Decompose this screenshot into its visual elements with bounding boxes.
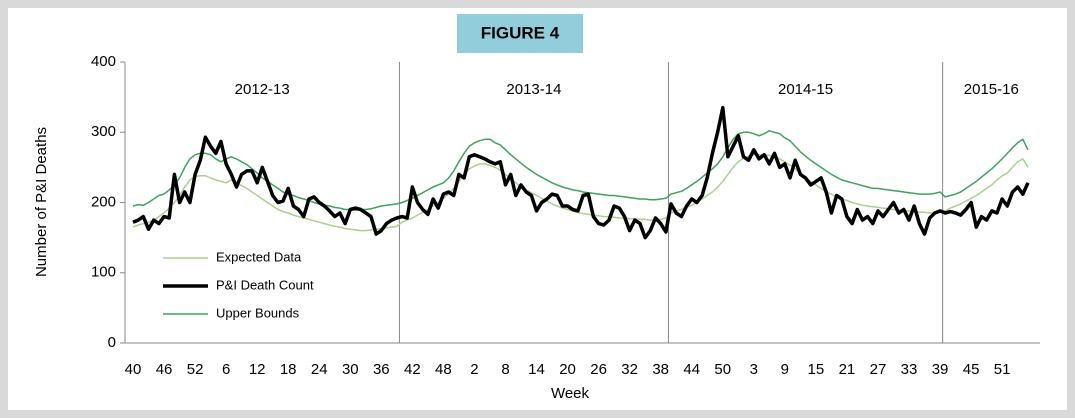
y-tick-label: 200 — [91, 193, 116, 210]
x-tick-label: 32 — [621, 361, 638, 378]
x-tick-label: 33 — [901, 361, 918, 378]
title-box — [457, 14, 583, 53]
x-tick-label: 30 — [342, 361, 359, 378]
x-tick-label: 51 — [994, 361, 1011, 378]
y-tick-label: 0 — [108, 334, 116, 351]
legend-label: Upper Bounds — [216, 305, 300, 320]
series-line — [132, 130, 1029, 211]
x-tick-label: 48 — [435, 361, 452, 378]
x-tick-label: 2 — [470, 361, 478, 378]
x-tick-label: 9 — [781, 361, 789, 378]
x-axis-label: Week — [551, 385, 590, 402]
x-tick-label: 45 — [963, 361, 980, 378]
x-tick-label: 52 — [187, 361, 204, 378]
chart-title: FIGURE 4 — [481, 23, 560, 42]
series-line — [132, 153, 1029, 232]
x-tick-label: 46 — [156, 361, 173, 378]
season-label: 2012-13 — [235, 81, 290, 98]
x-tick-label: 6 — [222, 361, 230, 378]
x-tick-label: 12 — [249, 361, 266, 378]
x-tick-label: 24 — [311, 361, 328, 378]
x-tick-label: 42 — [404, 361, 421, 378]
x-tick-label: 20 — [559, 361, 576, 378]
x-tick-label: 3 — [750, 361, 758, 378]
x-tick-label: 40 — [125, 361, 142, 378]
x-tick-label: 8 — [501, 361, 509, 378]
x-tick-label: 27 — [870, 361, 887, 378]
x-tick-label: 38 — [652, 361, 669, 378]
season-label: 2013-14 — [506, 81, 561, 98]
x-tick-label: 39 — [932, 361, 949, 378]
y-tick-label: 100 — [91, 264, 116, 281]
legend-label: P&I Death Count — [216, 277, 314, 292]
y-tick-label: 400 — [91, 53, 116, 70]
x-tick-label: 18 — [280, 361, 297, 378]
x-tick-label: 50 — [714, 361, 731, 378]
x-tick-label: 36 — [373, 361, 390, 378]
y-tick-label: 300 — [91, 123, 116, 140]
y-axis-label: Number of P&I Deaths — [33, 127, 50, 277]
season-label: 2014-15 — [778, 81, 833, 98]
x-tick-label: 44 — [683, 361, 700, 378]
x-tick-label: 15 — [808, 361, 825, 378]
legend-label: Expected Data — [216, 249, 302, 264]
x-tick-label: 26 — [590, 361, 607, 378]
x-tick-label: 14 — [528, 361, 545, 378]
season-label: 2015-16 — [964, 81, 1019, 98]
series-line — [132, 105, 1030, 240]
x-tick-label: 21 — [839, 361, 856, 378]
